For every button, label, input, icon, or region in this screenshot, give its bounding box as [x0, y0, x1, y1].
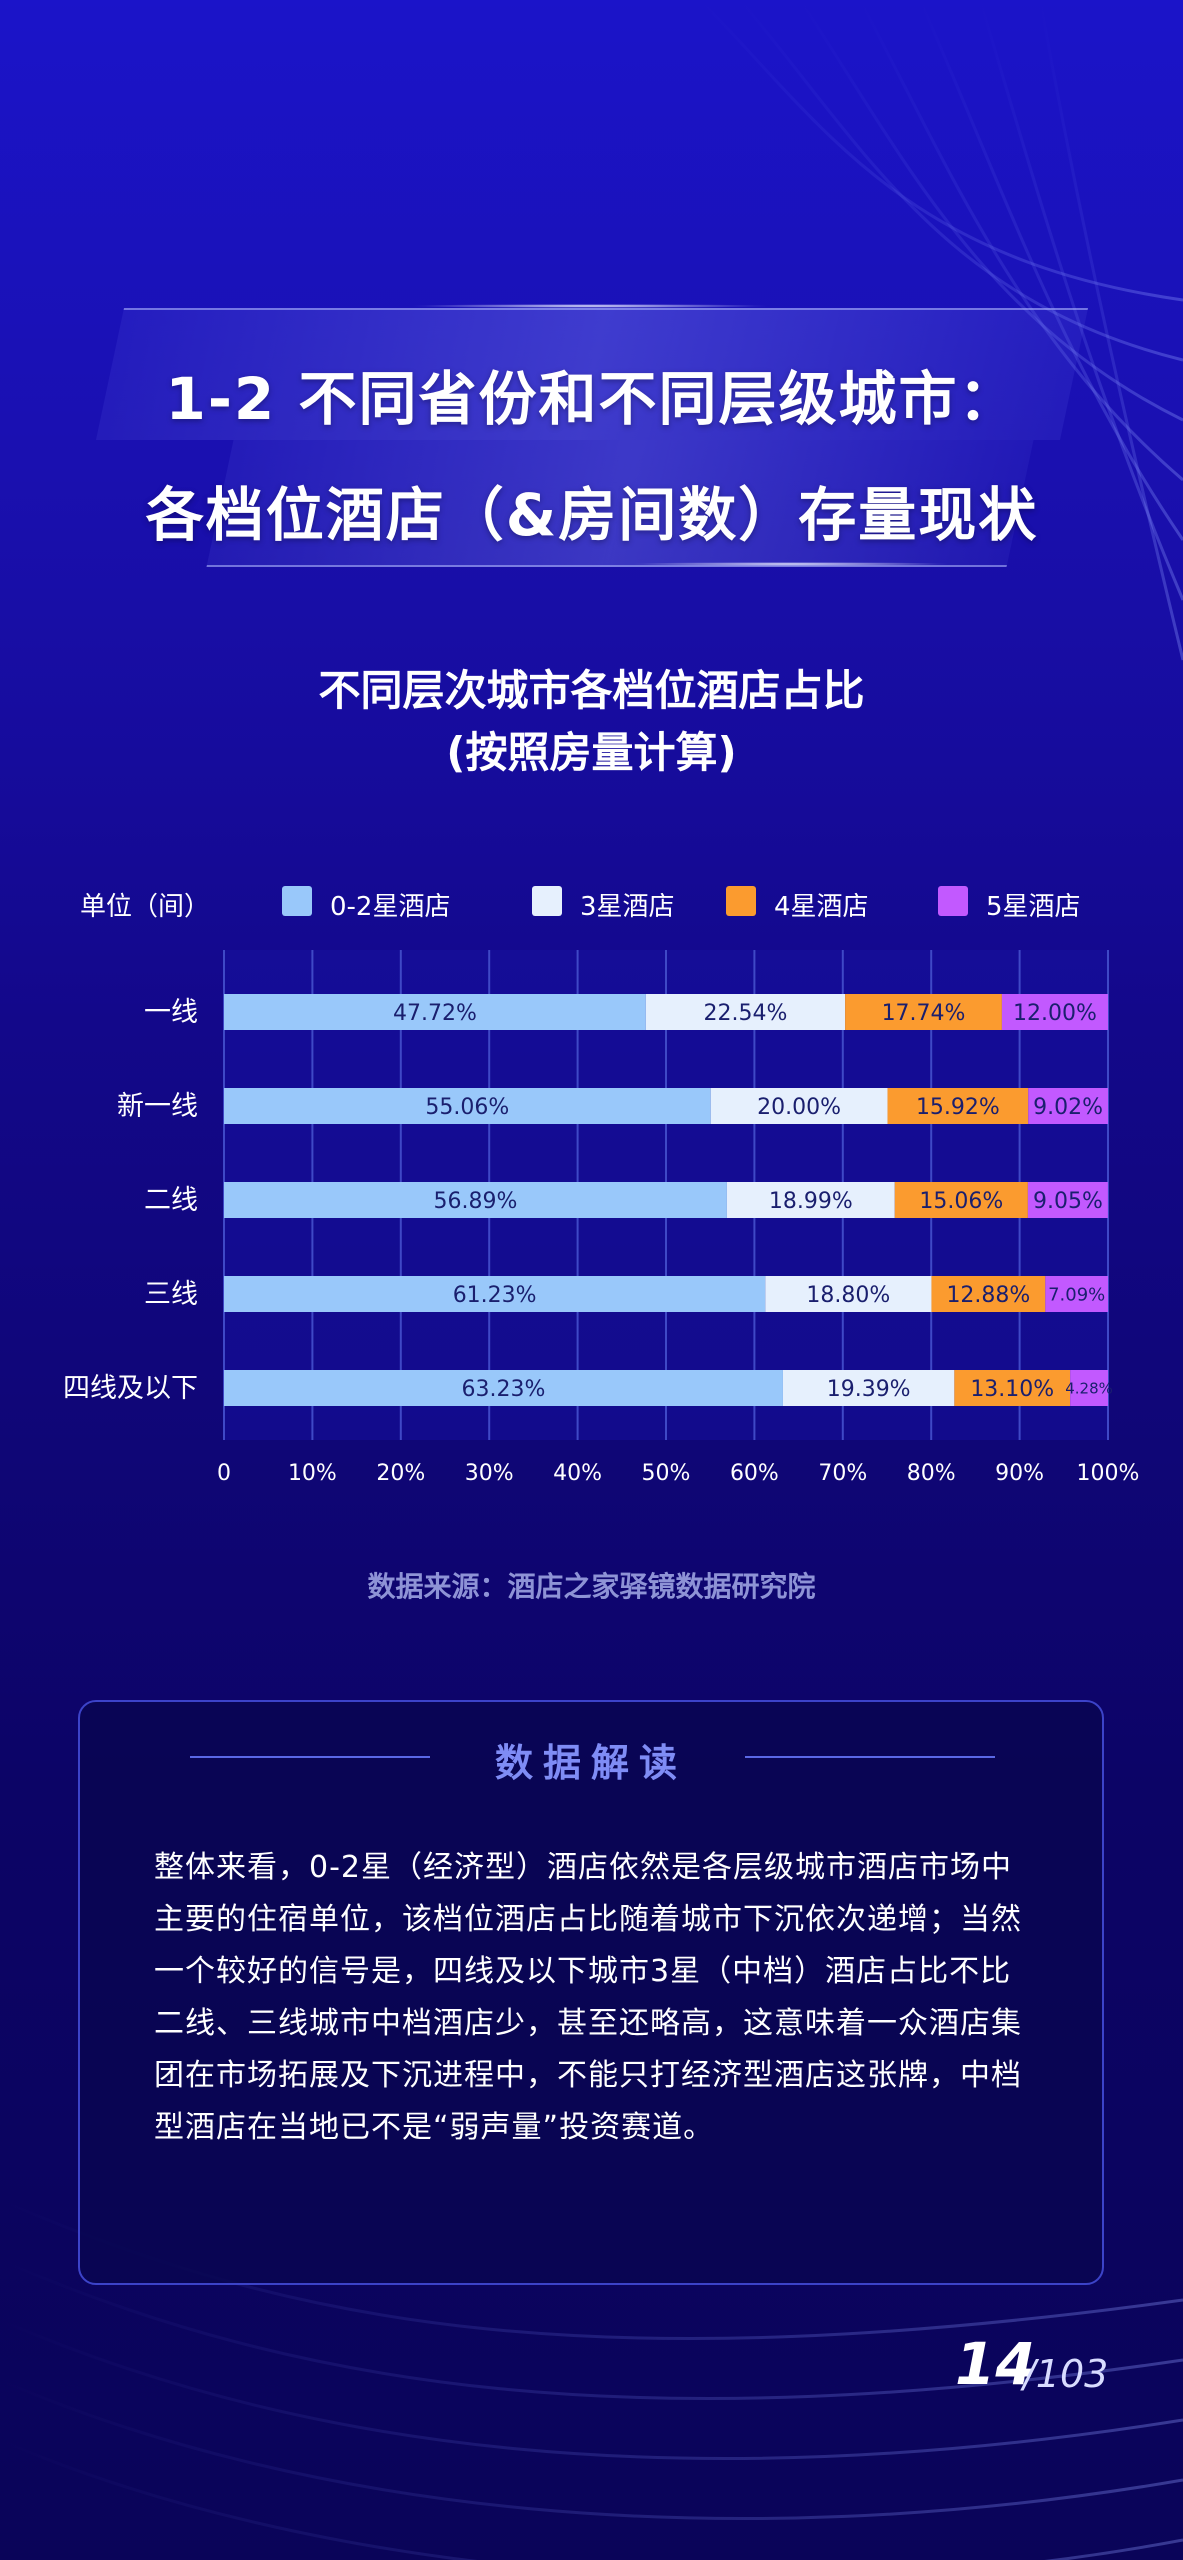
data-source: 数据来源：酒店之家驿镜数据研究院 [367, 1570, 816, 1603]
x-tick-label: 70% [818, 1461, 867, 1486]
bar-segment [1045, 1276, 1108, 1312]
title-glow-top [410, 304, 770, 308]
bar-segment [224, 1182, 727, 1218]
title-glow-bottom [630, 562, 950, 566]
data-label: 15.92% [916, 1095, 1000, 1120]
category-label: 一线 [144, 997, 198, 1028]
legend-label-5-star: 5星酒店 [986, 892, 1081, 922]
bar-segment [887, 1088, 1029, 1124]
x-tick-label: 0 [217, 1461, 231, 1486]
chart-title-line2: (按照房量计算) [446, 728, 737, 777]
bar-segment [645, 994, 846, 1030]
legend-label-3-star: 3星酒店 [580, 892, 675, 922]
page-indicator: 14 /103 [955, 2330, 1155, 2410]
bar-segment [1027, 1182, 1108, 1218]
data-label: 47.72% [393, 1001, 477, 1026]
data-label: 4.28% [1065, 1379, 1113, 1397]
bar-segment [710, 1088, 888, 1124]
bar-segment [224, 1088, 711, 1124]
bar-segment [1028, 1088, 1108, 1124]
x-tick-label: 20% [376, 1461, 425, 1486]
unit-label: 单位（间） [80, 892, 211, 922]
interpretation-text: 整体来看，0-2星（经济型）酒店依然是各层级城市酒店市场中主要的住宿单位，该档位… [154, 1850, 1022, 2145]
data-label: 9.05% [1033, 1189, 1103, 1214]
data-label: 12.88% [946, 1283, 1030, 1308]
header-divider-left [190, 1756, 430, 1758]
interpretation-panel: 数据解读 整体来看，0-2星（经济型）酒店依然是各层级城市酒店市场中主要的住宿单… [78, 1700, 1104, 2285]
bar-segment [782, 1370, 955, 1406]
data-label: 17.74% [882, 1001, 966, 1026]
bar-segment [224, 1276, 766, 1312]
legend-swatch-0-2-star [282, 886, 312, 916]
data-label: 20.00% [757, 1095, 841, 1120]
chart-svg: 0 10% 20% 30% 40% 50% 60% 70% 80% 90% 100% 一线 47.72%… [63, 950, 1140, 1486]
data-label: 22.54% [704, 1001, 788, 1026]
page-title-line2: 各档位酒店（&房间数）存量现状 [145, 481, 1039, 549]
stacked-bar-chart: 0 10% 20% 30% 40% 50% 60% 70% 80% 90% 100% 一线 47.72%… [0, 950, 1183, 1510]
data-label: 18.80% [806, 1283, 890, 1308]
x-tick-label: 30% [465, 1461, 514, 1486]
data-label: 9.02% [1033, 1095, 1103, 1120]
bar-segment [1070, 1370, 1108, 1406]
legend-swatch-3-star [532, 886, 562, 916]
x-tick-label: 90% [995, 1461, 1044, 1486]
x-tick-label: 40% [553, 1461, 602, 1486]
x-tick-label: 80% [907, 1461, 956, 1486]
data-label: 19.39% [827, 1377, 911, 1402]
data-label: 18.99% [769, 1189, 853, 1214]
page-current: 14 [955, 2330, 1036, 2398]
interpretation-header: 数据解读 [80, 1732, 1102, 1785]
x-tick-label: 60% [730, 1461, 779, 1486]
data-label: 56.89% [434, 1189, 518, 1214]
bar-segment [1001, 994, 1108, 1030]
bar-segment [894, 1182, 1028, 1218]
x-tick-label: 50% [642, 1461, 691, 1486]
page-title-line1: 1-2 不同省份和不同层级城市： [165, 365, 1019, 433]
x-tick-label: 100% [1077, 1461, 1140, 1486]
data-label: 63.23% [462, 1377, 546, 1402]
chart-legend: 单位（间） 0-2星酒店 3星酒店 4星酒店 5星酒店 [0, 882, 1183, 926]
bar-segment [224, 1370, 783, 1406]
category-label: 新一线 [117, 1091, 198, 1122]
data-label: 61.23% [453, 1283, 537, 1308]
category-label: 三线 [144, 1279, 198, 1310]
data-label: 7.09% [1048, 1284, 1105, 1305]
category-label: 四线及以下 [63, 1373, 198, 1404]
chart-title: 不同层次城市各档位酒店占比 (按照房量计算) [0, 660, 1183, 784]
bar-segment [954, 1370, 1071, 1406]
data-label: 12.00% [1013, 1001, 1097, 1026]
bar-segment [726, 1182, 895, 1218]
category-label: 二线 [144, 1185, 198, 1216]
bar-segment [224, 994, 646, 1030]
data-label: 13.10% [970, 1377, 1054, 1402]
legend-swatch-5-star [938, 886, 968, 916]
header-divider-right [745, 1756, 995, 1758]
chart-title-line1: 不同层次城市各档位酒店占比 [318, 666, 865, 715]
legend-label-4-star: 4星酒店 [774, 892, 869, 922]
x-tick-label: 10% [288, 1461, 337, 1486]
bar-segment [931, 1276, 1046, 1312]
bar-segment [765, 1276, 932, 1312]
legend-label-0-2-star: 0-2星酒店 [330, 892, 451, 922]
bar-segment [845, 994, 1002, 1030]
data-label: 55.06% [425, 1095, 509, 1120]
title-banner: 1-2 不同省份和不同层级城市： 各档位酒店（&房间数）存量现状 [95, 300, 1089, 570]
interpretation-heading: 数据解读 [494, 1741, 687, 1785]
page-total: /103 [1023, 2352, 1109, 2396]
legend-swatch-4-star [726, 886, 756, 916]
data-label: 15.06% [919, 1189, 1003, 1214]
